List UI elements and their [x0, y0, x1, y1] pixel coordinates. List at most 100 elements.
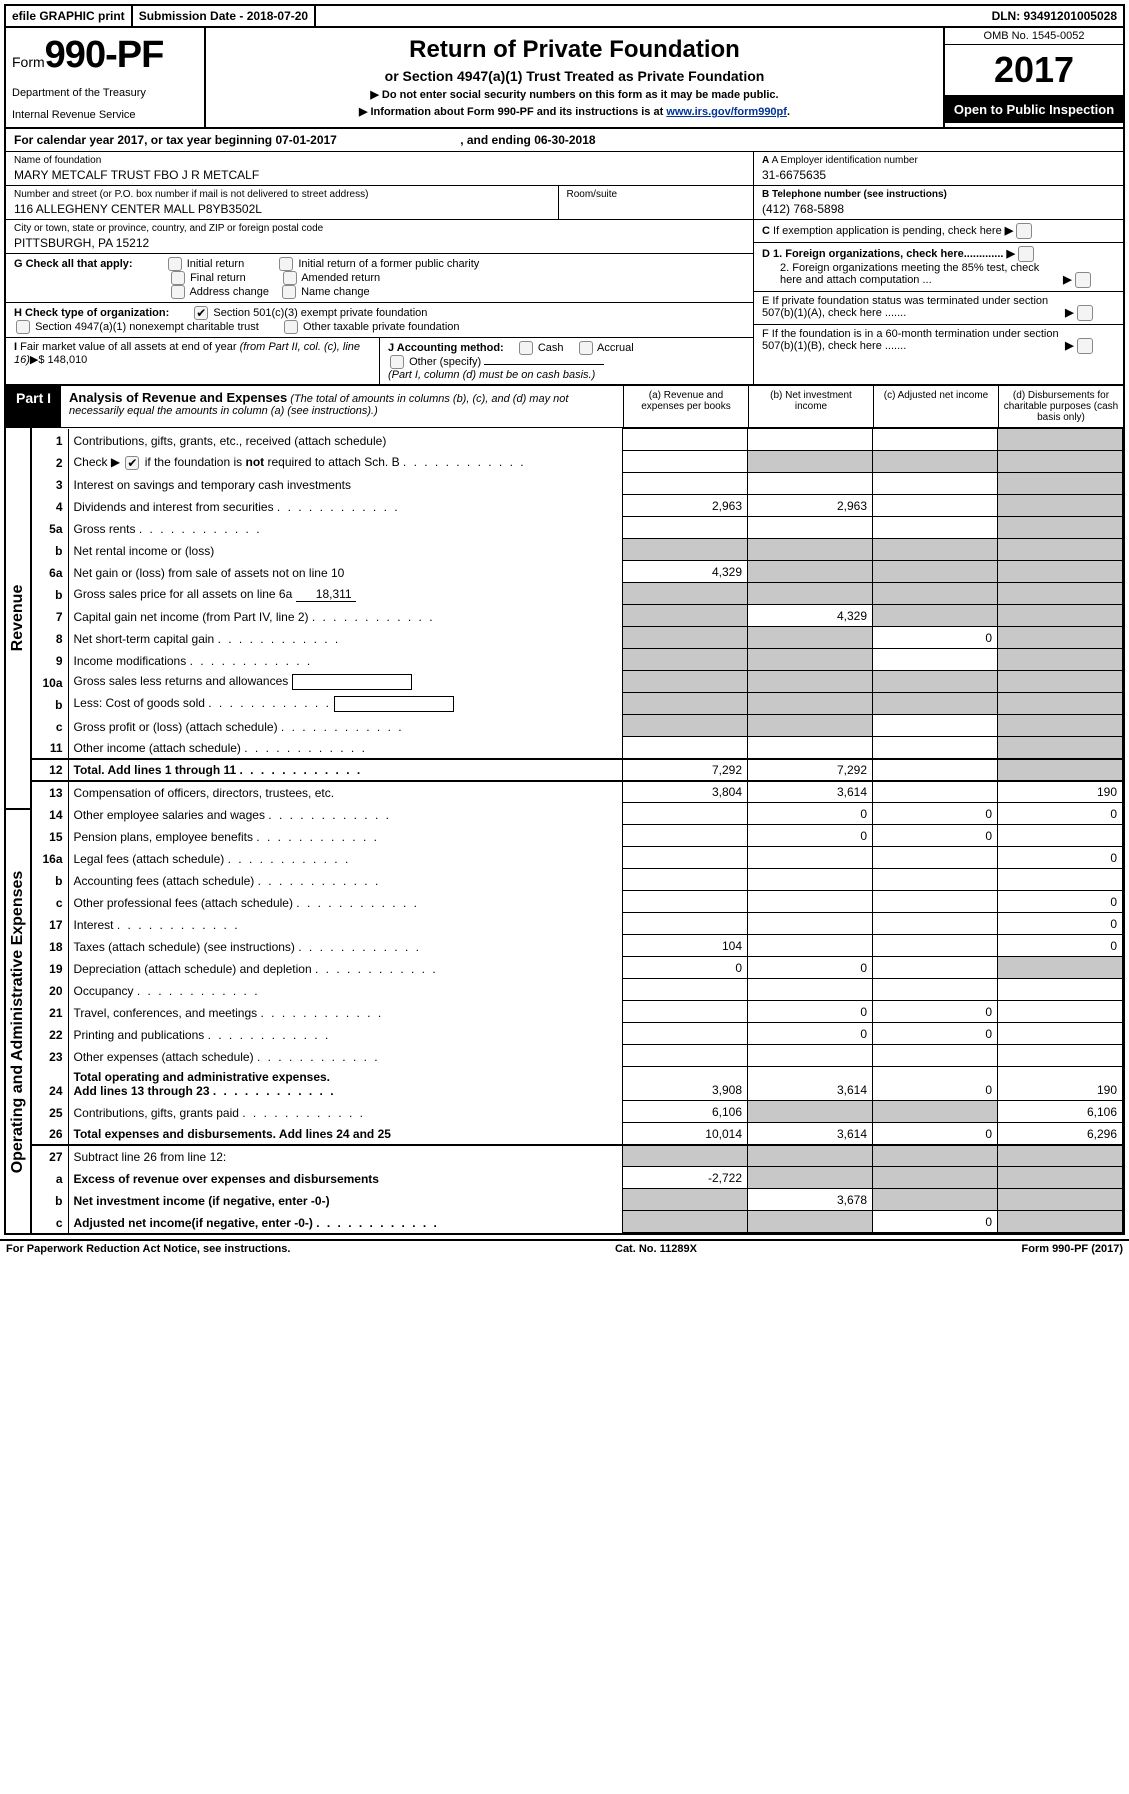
initial-return-checkbox[interactable]	[168, 257, 182, 271]
line-description: Net short-term capital gain	[68, 627, 623, 649]
line-number: 23	[32, 1045, 68, 1067]
cell-a	[623, 869, 748, 891]
other-method-checkbox[interactable]	[390, 355, 404, 369]
col-a-header: (a) Revenue and expenses per books	[623, 386, 748, 427]
cell-b: 3,614	[748, 1123, 873, 1145]
cell-a	[623, 1023, 748, 1045]
cell-c: 0	[873, 1067, 998, 1101]
line-description: Net investment income (if negative, ente…	[68, 1189, 623, 1211]
line-number: b	[32, 693, 68, 715]
cell-c	[873, 561, 998, 583]
room-label: Room/suite	[567, 189, 746, 200]
header-block: Form990-PF Department of the Treasury In…	[6, 28, 1123, 129]
part1-body: Revenue Operating and Administrative Exp…	[6, 428, 1123, 1233]
line-number: 15	[32, 825, 68, 847]
cell-c	[873, 517, 998, 539]
cell-c	[873, 429, 998, 451]
line-description: Depreciation (attach schedule) and deple…	[68, 957, 623, 979]
line-number: c	[32, 715, 68, 737]
address-label: Number and street (or P.O. box number if…	[14, 189, 550, 200]
irs-link[interactable]: www.irs.gov/form990pf	[666, 106, 787, 118]
line-description: Gross profit or (loss) (attach schedule)	[68, 715, 623, 737]
cell-b: 0	[748, 803, 873, 825]
cell-c	[873, 957, 998, 979]
cell-d	[998, 451, 1123, 473]
cell-a	[623, 649, 748, 671]
year-end: 06-30-2018	[534, 133, 595, 147]
line-number: 2	[32, 451, 68, 473]
cell-b	[748, 649, 873, 671]
501c3-checkbox[interactable]	[194, 306, 208, 320]
cell-c	[873, 693, 998, 715]
cell-d	[998, 649, 1123, 671]
cell-a	[623, 825, 748, 847]
cell-b	[748, 869, 873, 891]
address-change-checkbox[interactable]	[171, 285, 185, 299]
accrual-checkbox[interactable]	[579, 341, 593, 355]
line-number: 20	[32, 979, 68, 1001]
cell-b	[748, 539, 873, 561]
f-checkbox[interactable]	[1077, 338, 1093, 354]
cell-b	[748, 1211, 873, 1233]
cell-c: 0	[873, 1001, 998, 1023]
cell-d	[998, 715, 1123, 737]
cell-c	[873, 781, 998, 803]
cell-a	[623, 891, 748, 913]
cell-d	[998, 1167, 1123, 1189]
cell-b: 2,963	[748, 495, 873, 517]
part1-table: 1Contributions, gifts, grants, etc., rec…	[32, 428, 1123, 1233]
cell-b	[748, 1101, 873, 1123]
cell-d	[998, 1211, 1123, 1233]
instructions-note: ▶ Information about Form 990-PF and its …	[214, 105, 935, 118]
line-number: 9	[32, 649, 68, 671]
part1-tab: Part I	[6, 386, 61, 427]
cell-c	[873, 539, 998, 561]
line-description: Dividends and interest from securities	[68, 495, 623, 517]
cell-b: 4,329	[748, 605, 873, 627]
e-checkbox[interactable]	[1077, 305, 1093, 321]
cell-a: 0	[623, 957, 748, 979]
cell-a	[623, 539, 748, 561]
amended-return-checkbox[interactable]	[283, 271, 297, 285]
section-c: C If exemption application is pending, c…	[754, 220, 1123, 243]
initial-former-checkbox[interactable]	[279, 257, 293, 271]
open-to-public: Open to Public Inspection	[945, 96, 1123, 123]
cell-a	[623, 913, 748, 935]
4947a1-checkbox[interactable]	[16, 320, 30, 334]
cell-b	[748, 561, 873, 583]
cell-b: 3,614	[748, 1067, 873, 1101]
other-taxable-checkbox[interactable]	[284, 320, 298, 334]
cell-b: 0	[748, 957, 873, 979]
line-description: Printing and publications	[68, 1023, 623, 1045]
cell-c	[873, 935, 998, 957]
footer-row: For Paperwork Reduction Act Notice, see …	[0, 1239, 1129, 1257]
privacy-note: ▶ Do not enter social security numbers o…	[214, 88, 935, 101]
dln: DLN: 93491201005028	[986, 6, 1123, 26]
cell-a	[623, 473, 748, 495]
cell-d	[998, 979, 1123, 1001]
paperwork-notice: For Paperwork Reduction Act Notice, see …	[6, 1243, 290, 1255]
d1-checkbox[interactable]	[1018, 246, 1034, 262]
info-left: Name of foundation MARY METCALF TRUST FB…	[6, 152, 753, 384]
section-e: E If private foundation status was termi…	[754, 292, 1123, 325]
d2-checkbox[interactable]	[1075, 272, 1091, 288]
cell-c	[873, 1101, 998, 1123]
line-description: Income modifications	[68, 649, 623, 671]
cell-d	[998, 473, 1123, 495]
line-description: Interest	[68, 913, 623, 935]
cell-a: 10,014	[623, 1123, 748, 1145]
form-subtitle: or Section 4947(a)(1) Trust Treated as P…	[214, 68, 935, 84]
cell-d	[998, 957, 1123, 979]
line-description: Contributions, gifts, grants, etc., rece…	[68, 429, 623, 451]
cell-b: 3,614	[748, 781, 873, 803]
catalog-number: Cat. No. 11289X	[615, 1243, 697, 1255]
line-number: b	[32, 869, 68, 891]
name-change-checkbox[interactable]	[282, 285, 296, 299]
final-return-checkbox[interactable]	[171, 271, 185, 285]
cell-a	[623, 671, 748, 693]
cash-checkbox[interactable]	[519, 341, 533, 355]
c-checkbox[interactable]	[1016, 223, 1032, 239]
line-number: 12	[32, 759, 68, 781]
cell-a	[623, 627, 748, 649]
cell-c: 0	[873, 825, 998, 847]
